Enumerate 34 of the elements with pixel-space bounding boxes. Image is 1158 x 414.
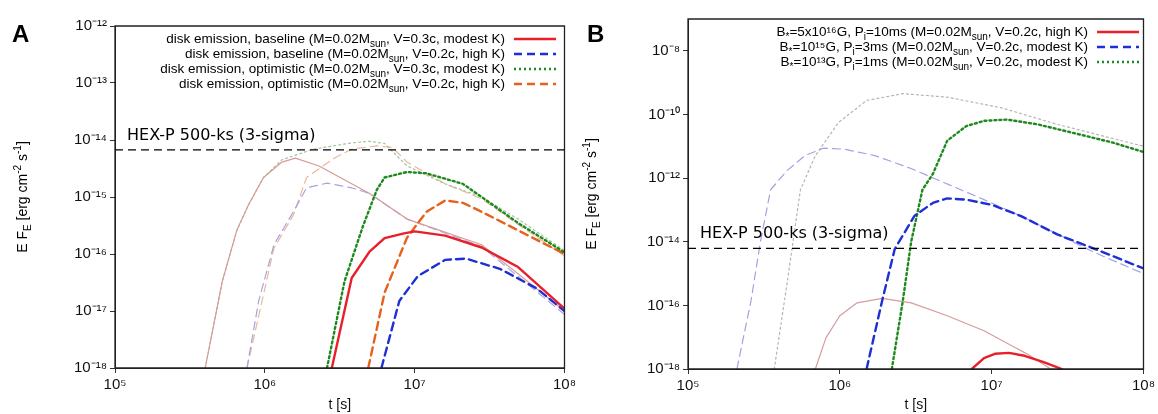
chart-title: B (587, 20, 605, 48)
y-tick-label: 10⁻¹³ (75, 73, 107, 91)
y-tick-label: 10⁻¹⁴ (646, 231, 680, 249)
ref-line-label: HEX-P 500-ks (3-sigma) (700, 223, 889, 243)
legend-label: disk emission, baseline (M=0.02M$_{sun}$, V=0.3c, modest K) (166, 31, 505, 49)
x-axis-title: t [s] (328, 396, 352, 413)
x-axis-title: t [s] (904, 396, 928, 413)
legend-label: B$_{*}$=5x10¹⁶G, P$_{i}$=10ms (M=0.02M$_{sun}$, V=0.2c, high K) (776, 24, 1088, 42)
x-tick-label: 10⁸ (1131, 376, 1155, 394)
legend-label: B$_{*}$=10¹⁵G, P$_{i}$=3ms (M=0.02M$_{sun}$, V=0.2c, modest K) (779, 39, 1088, 57)
x-tick-label: 10⁷ (403, 375, 426, 393)
ref-line-label: HEX-P 500-ks (3-sigma) (127, 125, 316, 145)
y-tick-label: 10⁻¹⁸ (646, 359, 680, 377)
x-tick-label: 10⁷ (980, 376, 1003, 394)
y-tick-label: 10⁻¹⁶ (647, 295, 680, 313)
x-tick-label: 10⁶ (253, 375, 277, 393)
legend-label: disk emission, optimistic (M=0.02M$_{sun}$, V=0.3c, modest K) (160, 61, 505, 79)
y-tick-label: 10⁻⁸ (651, 40, 680, 58)
y-tick-label: 10⁻¹⁴ (73, 130, 107, 148)
x-tick-label: 10⁵ (103, 375, 127, 393)
x-tick-label: 10⁸ (552, 375, 576, 393)
y-tick-label: 10⁻¹⁸ (73, 358, 107, 376)
legend-label: B$_{*}$=10¹³G, P$_{i}$=1ms (M=0.02M$_{sun}$, V=0.2c, modest K) (780, 54, 1088, 72)
y-tick-label: 10⁻¹² (75, 16, 107, 34)
chart-title: A (12, 20, 30, 48)
x-tick-label: 10⁶ (828, 376, 852, 394)
x-tick-label: 10⁵ (676, 376, 700, 394)
y-tick-label: 10⁻¹⁵ (74, 187, 107, 205)
y-tick-label: 10⁻¹² (648, 168, 680, 186)
legend-label: disk emission, baseline (M=0.02M$_{sun}$, V=0.2c, high K) (184, 46, 505, 64)
y-tick-label: 10⁻¹⁷ (74, 301, 107, 319)
legend-label: disk emission, optimistic (M=0.02M$_{sun}$, V=0.2c, high K) (179, 76, 505, 94)
y-tick-label: 10⁻¹⁰ (648, 104, 680, 122)
y-tick-label: 10⁻¹⁶ (74, 244, 107, 262)
